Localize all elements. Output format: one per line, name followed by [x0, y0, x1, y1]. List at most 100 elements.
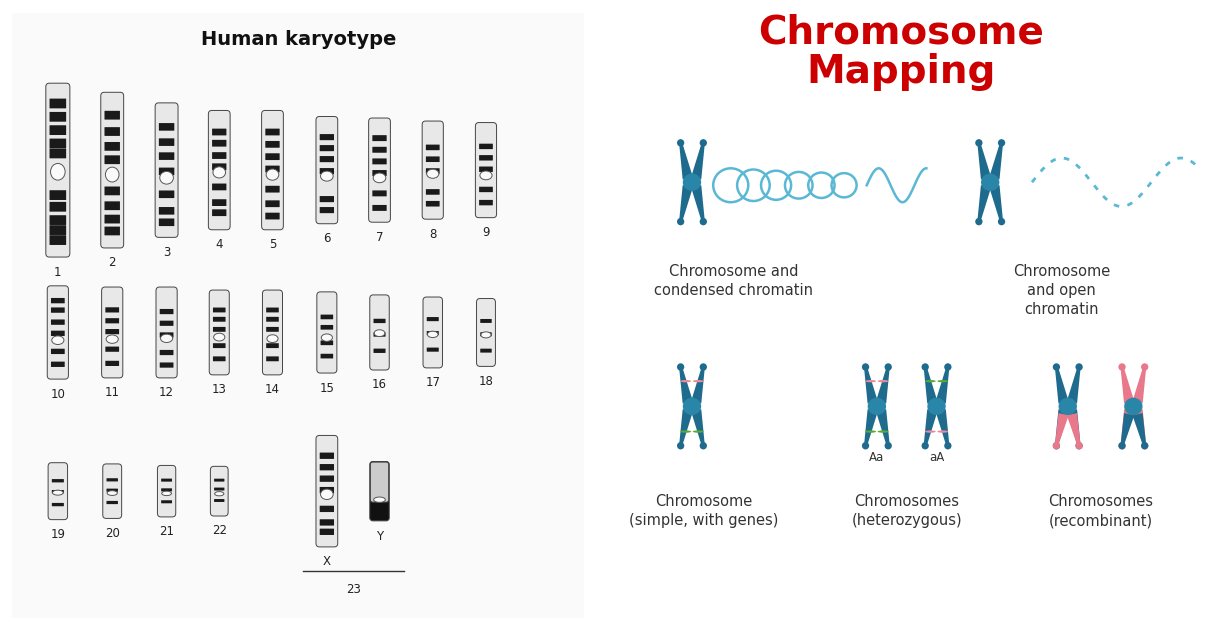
- Ellipse shape: [945, 442, 952, 449]
- FancyBboxPatch shape: [261, 110, 283, 230]
- Ellipse shape: [681, 430, 692, 433]
- FancyBboxPatch shape: [425, 189, 440, 195]
- FancyBboxPatch shape: [372, 191, 387, 196]
- Text: 19: 19: [51, 528, 65, 541]
- Text: 5: 5: [269, 239, 276, 251]
- FancyBboxPatch shape: [480, 200, 493, 205]
- FancyBboxPatch shape: [213, 307, 225, 312]
- Ellipse shape: [374, 173, 386, 183]
- FancyBboxPatch shape: [214, 488, 224, 490]
- Ellipse shape: [214, 492, 224, 496]
- Text: 9: 9: [482, 226, 489, 239]
- FancyBboxPatch shape: [374, 319, 386, 323]
- Ellipse shape: [375, 330, 384, 336]
- Text: 4: 4: [216, 239, 223, 251]
- FancyBboxPatch shape: [372, 147, 387, 153]
- Polygon shape: [989, 185, 1003, 222]
- FancyBboxPatch shape: [47, 286, 69, 379]
- Text: 22: 22: [212, 524, 227, 538]
- FancyBboxPatch shape: [425, 201, 440, 206]
- FancyBboxPatch shape: [161, 488, 172, 492]
- Ellipse shape: [981, 174, 999, 191]
- Polygon shape: [876, 367, 889, 403]
- Text: 17: 17: [425, 376, 440, 389]
- FancyBboxPatch shape: [480, 144, 493, 149]
- FancyBboxPatch shape: [49, 139, 66, 148]
- FancyBboxPatch shape: [105, 346, 119, 351]
- Polygon shape: [977, 185, 992, 222]
- Ellipse shape: [975, 139, 982, 146]
- FancyBboxPatch shape: [319, 452, 334, 459]
- Ellipse shape: [700, 218, 707, 225]
- Text: Chromosome and
condensed chromatin: Chromosome and condensed chromatin: [654, 264, 813, 298]
- Text: 8: 8: [429, 228, 436, 240]
- Ellipse shape: [1141, 442, 1148, 449]
- Ellipse shape: [922, 363, 929, 370]
- Ellipse shape: [1053, 442, 1060, 449]
- Polygon shape: [680, 367, 693, 403]
- FancyBboxPatch shape: [480, 167, 493, 172]
- FancyBboxPatch shape: [422, 121, 443, 219]
- Ellipse shape: [1053, 442, 1060, 449]
- FancyBboxPatch shape: [211, 466, 228, 516]
- Text: 3: 3: [163, 246, 170, 259]
- Text: 6: 6: [323, 232, 330, 245]
- Ellipse shape: [427, 169, 439, 179]
- FancyBboxPatch shape: [106, 501, 118, 504]
- FancyBboxPatch shape: [210, 290, 229, 375]
- Ellipse shape: [937, 430, 948, 433]
- FancyBboxPatch shape: [158, 466, 176, 517]
- FancyBboxPatch shape: [425, 168, 440, 174]
- Ellipse shape: [868, 398, 886, 415]
- FancyBboxPatch shape: [374, 348, 386, 353]
- Ellipse shape: [161, 491, 171, 495]
- FancyBboxPatch shape: [480, 155, 493, 160]
- FancyBboxPatch shape: [476, 122, 496, 218]
- Text: Chromosomes
(recombinant): Chromosomes (recombinant): [1048, 494, 1153, 528]
- Polygon shape: [1054, 410, 1069, 446]
- FancyBboxPatch shape: [319, 487, 334, 493]
- Ellipse shape: [1053, 363, 1060, 370]
- FancyBboxPatch shape: [321, 315, 333, 319]
- Polygon shape: [924, 367, 937, 403]
- FancyBboxPatch shape: [321, 354, 333, 358]
- Text: 10: 10: [51, 387, 65, 401]
- Ellipse shape: [321, 171, 333, 181]
- Text: 20: 20: [105, 527, 119, 540]
- Polygon shape: [876, 410, 889, 446]
- FancyBboxPatch shape: [265, 165, 280, 172]
- Ellipse shape: [1058, 398, 1077, 415]
- Text: 21: 21: [159, 526, 174, 538]
- Polygon shape: [977, 143, 992, 179]
- FancyBboxPatch shape: [49, 148, 66, 158]
- FancyBboxPatch shape: [212, 140, 227, 146]
- Text: Human karyotype: Human karyotype: [200, 30, 396, 49]
- Ellipse shape: [105, 167, 119, 182]
- FancyBboxPatch shape: [105, 187, 120, 195]
- Ellipse shape: [693, 380, 704, 382]
- FancyBboxPatch shape: [51, 298, 65, 304]
- FancyBboxPatch shape: [160, 362, 174, 368]
- FancyBboxPatch shape: [214, 479, 224, 481]
- Ellipse shape: [53, 490, 63, 495]
- FancyBboxPatch shape: [317, 292, 337, 373]
- Polygon shape: [690, 143, 705, 179]
- FancyBboxPatch shape: [48, 463, 67, 520]
- Ellipse shape: [862, 442, 869, 449]
- Text: 16: 16: [372, 379, 387, 391]
- Text: 13: 13: [212, 384, 227, 396]
- Ellipse shape: [683, 174, 701, 191]
- FancyBboxPatch shape: [155, 103, 178, 237]
- FancyBboxPatch shape: [52, 503, 64, 506]
- FancyBboxPatch shape: [423, 297, 442, 368]
- Ellipse shape: [322, 334, 333, 341]
- Ellipse shape: [975, 218, 982, 225]
- Ellipse shape: [107, 491, 117, 495]
- FancyBboxPatch shape: [105, 361, 119, 366]
- FancyBboxPatch shape: [427, 331, 439, 335]
- FancyBboxPatch shape: [427, 348, 439, 351]
- Ellipse shape: [945, 363, 952, 370]
- Ellipse shape: [928, 398, 946, 415]
- FancyBboxPatch shape: [213, 357, 225, 362]
- FancyBboxPatch shape: [374, 333, 386, 337]
